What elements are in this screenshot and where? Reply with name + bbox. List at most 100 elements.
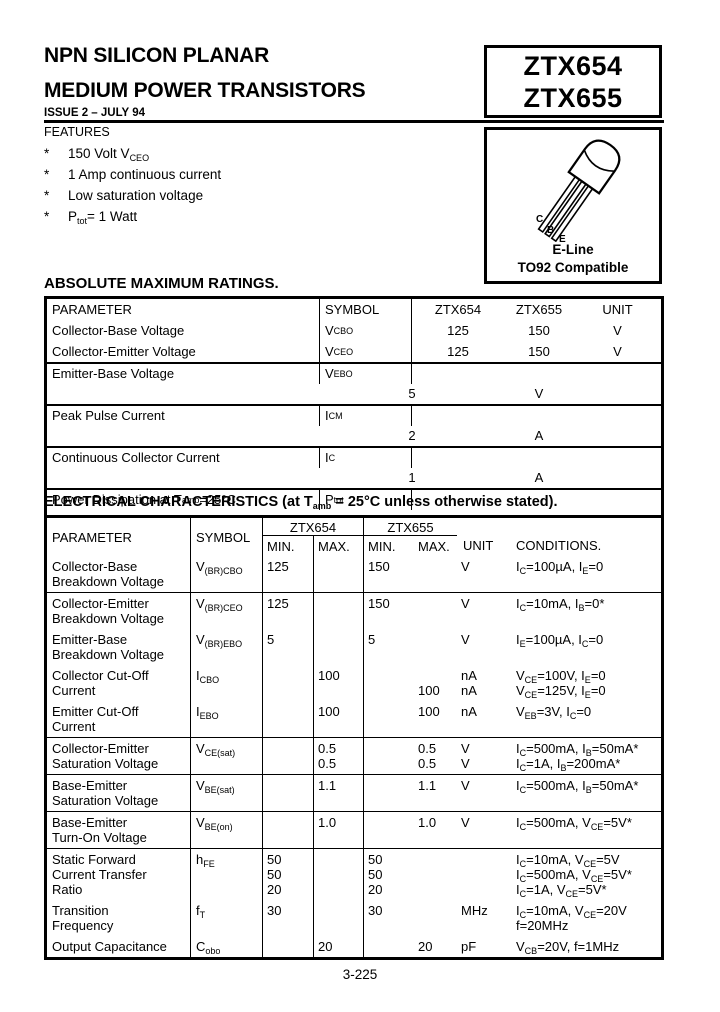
elec-max-655-cell — [414, 556, 457, 592]
elec-max-654-cell — [314, 900, 364, 936]
value-line: nA — [461, 668, 477, 683]
value-line: V(BR)CBO — [196, 559, 243, 576]
elec-unit-cell: nA nA — [457, 665, 512, 701]
value-line: Current Transfer — [52, 867, 147, 882]
feature-text: Ptot= 1 Watt — [68, 209, 138, 226]
elec-max-655-cell — [414, 629, 457, 665]
abs-param-cell: Peak Pulse Current — [47, 406, 320, 426]
value-line: Frequency — [52, 918, 114, 933]
value-line: IC=10mA, VCE=20V — [516, 903, 627, 920]
abs-symbol-cell: V CEO — [320, 341, 412, 362]
elec-unit-cell: V — [457, 629, 512, 665]
value-line: 50 — [267, 867, 282, 882]
value-line: Current — [52, 683, 96, 698]
elec-max-654-cell: 1.0 — [314, 812, 364, 848]
value-line: Saturation Voltage — [52, 756, 159, 771]
elec-symbol-cell: Cobo — [191, 936, 263, 957]
table-row: Peak Pulse Current I CM 2 A — [47, 404, 661, 446]
pin-label-emitter: E — [559, 234, 566, 245]
value-line: IE=100µA, IC=0 — [516, 632, 604, 649]
value-line: IC=500mA, VCE=5V* — [516, 867, 632, 884]
pin-label-collector: C — [536, 214, 544, 225]
abs-value-span-cell: 1 — [408, 470, 416, 485]
value-line: IC=1A, IB=200mA* — [516, 756, 621, 773]
header-rule — [44, 120, 664, 123]
elec-conditions-cell: IC=100µA, IE=0 — [512, 556, 661, 592]
elec-param-cell: Collector-Emitter Breakdown Voltage — [47, 593, 191, 629]
abs-param-cell: Collector-Base Voltage — [47, 320, 320, 341]
abs-header-ztx655: ZTX655 — [515, 301, 563, 317]
table-row: Continuous Collector Current I C 1 A — [47, 446, 661, 488]
elec-min-655-cell — [364, 812, 414, 848]
elec-max-655-cell: 20 — [414, 936, 457, 957]
elec-max-654-cell — [314, 629, 364, 665]
table-row: Emitter Cut-Off Current IEBO 100 100 nA VEB=3V… — [47, 701, 661, 737]
value-line: IC=500mA, IB=50mA* — [516, 741, 639, 758]
elec-max-655-cell — [414, 849, 457, 900]
elec-header-conditions: CONDITIONS. — [516, 538, 602, 553]
value-line: Cobo — [196, 939, 221, 956]
elec-min-655-cell — [364, 701, 414, 737]
value-line: pF — [461, 939, 477, 954]
elec-max-655-cell: 0.5 0.5 — [414, 738, 457, 774]
value-line: 20 — [318, 939, 333, 954]
value-line: 5 — [368, 632, 376, 647]
value-line: V — [461, 741, 470, 756]
elec-max-655-cell: 1.1 — [414, 775, 457, 811]
value-line: VCE=125V, IE=0 — [516, 683, 606, 700]
elec-max-654-cell: 100 — [314, 701, 364, 737]
value-line: 50 — [368, 852, 383, 867]
features-heading: FEATURES — [44, 125, 110, 139]
value-line: 150 — [368, 559, 390, 574]
elec-header-min-655: MIN. — [368, 539, 396, 554]
value-line: IC=500mA, VCE=5V* — [516, 815, 632, 832]
elec-table: PARAMETER SYMBOL ZTX654 ZTX655 MIN. MAX. MIN. M… — [44, 515, 664, 960]
value-line: 30 — [368, 903, 383, 918]
elec-symbol-cell: VBE(sat) — [191, 775, 263, 811]
elec-unit-cell: V — [457, 812, 512, 848]
table-row: Collector Cut-Off Current ICBO 100 100 nA nA VC… — [47, 665, 661, 701]
elec-min-654-cell — [263, 665, 314, 701]
elec-unit-cell: MHz — [457, 900, 512, 936]
elec-min-655-cell: 150 — [364, 593, 414, 629]
elec-table-header-row: PARAMETER SYMBOL ZTX654 ZTX655 MIN. MAX. MIN. M… — [47, 518, 661, 556]
table-row: Static Forward Current Transfer Ratio hFE 50… — [47, 848, 661, 900]
elec-header-ztx655: ZTX655 — [364, 518, 457, 536]
elec-conditions-cell: IE=100µA, IC=0 — [512, 629, 661, 665]
package-caption-eline: E-Line — [552, 242, 594, 257]
value-line: 1.0 — [318, 815, 337, 830]
elec-max-654-cell: 100 — [314, 665, 364, 701]
abs-param-cell: Continuous Collector Current — [47, 448, 320, 468]
page-title: NPN SILICON PLANAR — [44, 44, 270, 67]
elec-conditions-cell: VCB=20V, f=1MHz — [512, 936, 661, 957]
elec-param-cell: Output Capacitance — [47, 936, 191, 957]
elec-min-654-cell: 125 — [263, 556, 314, 592]
package-box: C B E E-Line TO92 Compatible — [484, 127, 662, 284]
elec-header-ztx654: ZTX654 — [263, 518, 364, 536]
elec-conditions-cell: IC=500mA, IB=50mA* — [512, 775, 661, 811]
value-line: V — [461, 815, 470, 830]
value-line: 20 — [267, 882, 282, 897]
value-line: Transition — [52, 903, 109, 918]
value-line: V — [461, 596, 470, 611]
elec-min-654-cell — [263, 812, 314, 848]
value-line: 100 — [318, 704, 340, 719]
elec-symbol-cell: VBE(on) — [191, 812, 263, 848]
features-list: * 150 Volt VCEO * 1 Amp continuous current *… — [44, 146, 464, 226]
value-line: 1.1 — [318, 778, 337, 793]
value-line: Breakdown Voltage — [52, 611, 165, 626]
elec-max-655-cell — [414, 900, 457, 936]
value-line: 125 — [267, 596, 289, 611]
elec-symbol-cell: fT — [191, 900, 263, 936]
elec-min-655-cell: 50 50 20 — [364, 849, 414, 900]
value-line: 5 — [267, 632, 275, 647]
value-line: Collector-Emitter — [52, 596, 149, 611]
elec-max-655-cell: 1.0 — [414, 812, 457, 848]
value-line: IC=500mA, IB=50mA* — [516, 778, 639, 795]
value-line: 1.0 — [418, 815, 437, 830]
elec-conditions-cell: IC=10mA, IB=0* — [512, 593, 661, 629]
abs-value-ztx654-cell: 125 — [447, 322, 469, 338]
elec-conditions-cell: IC=10mA, VCE=20V f=20MHz — [512, 900, 661, 936]
